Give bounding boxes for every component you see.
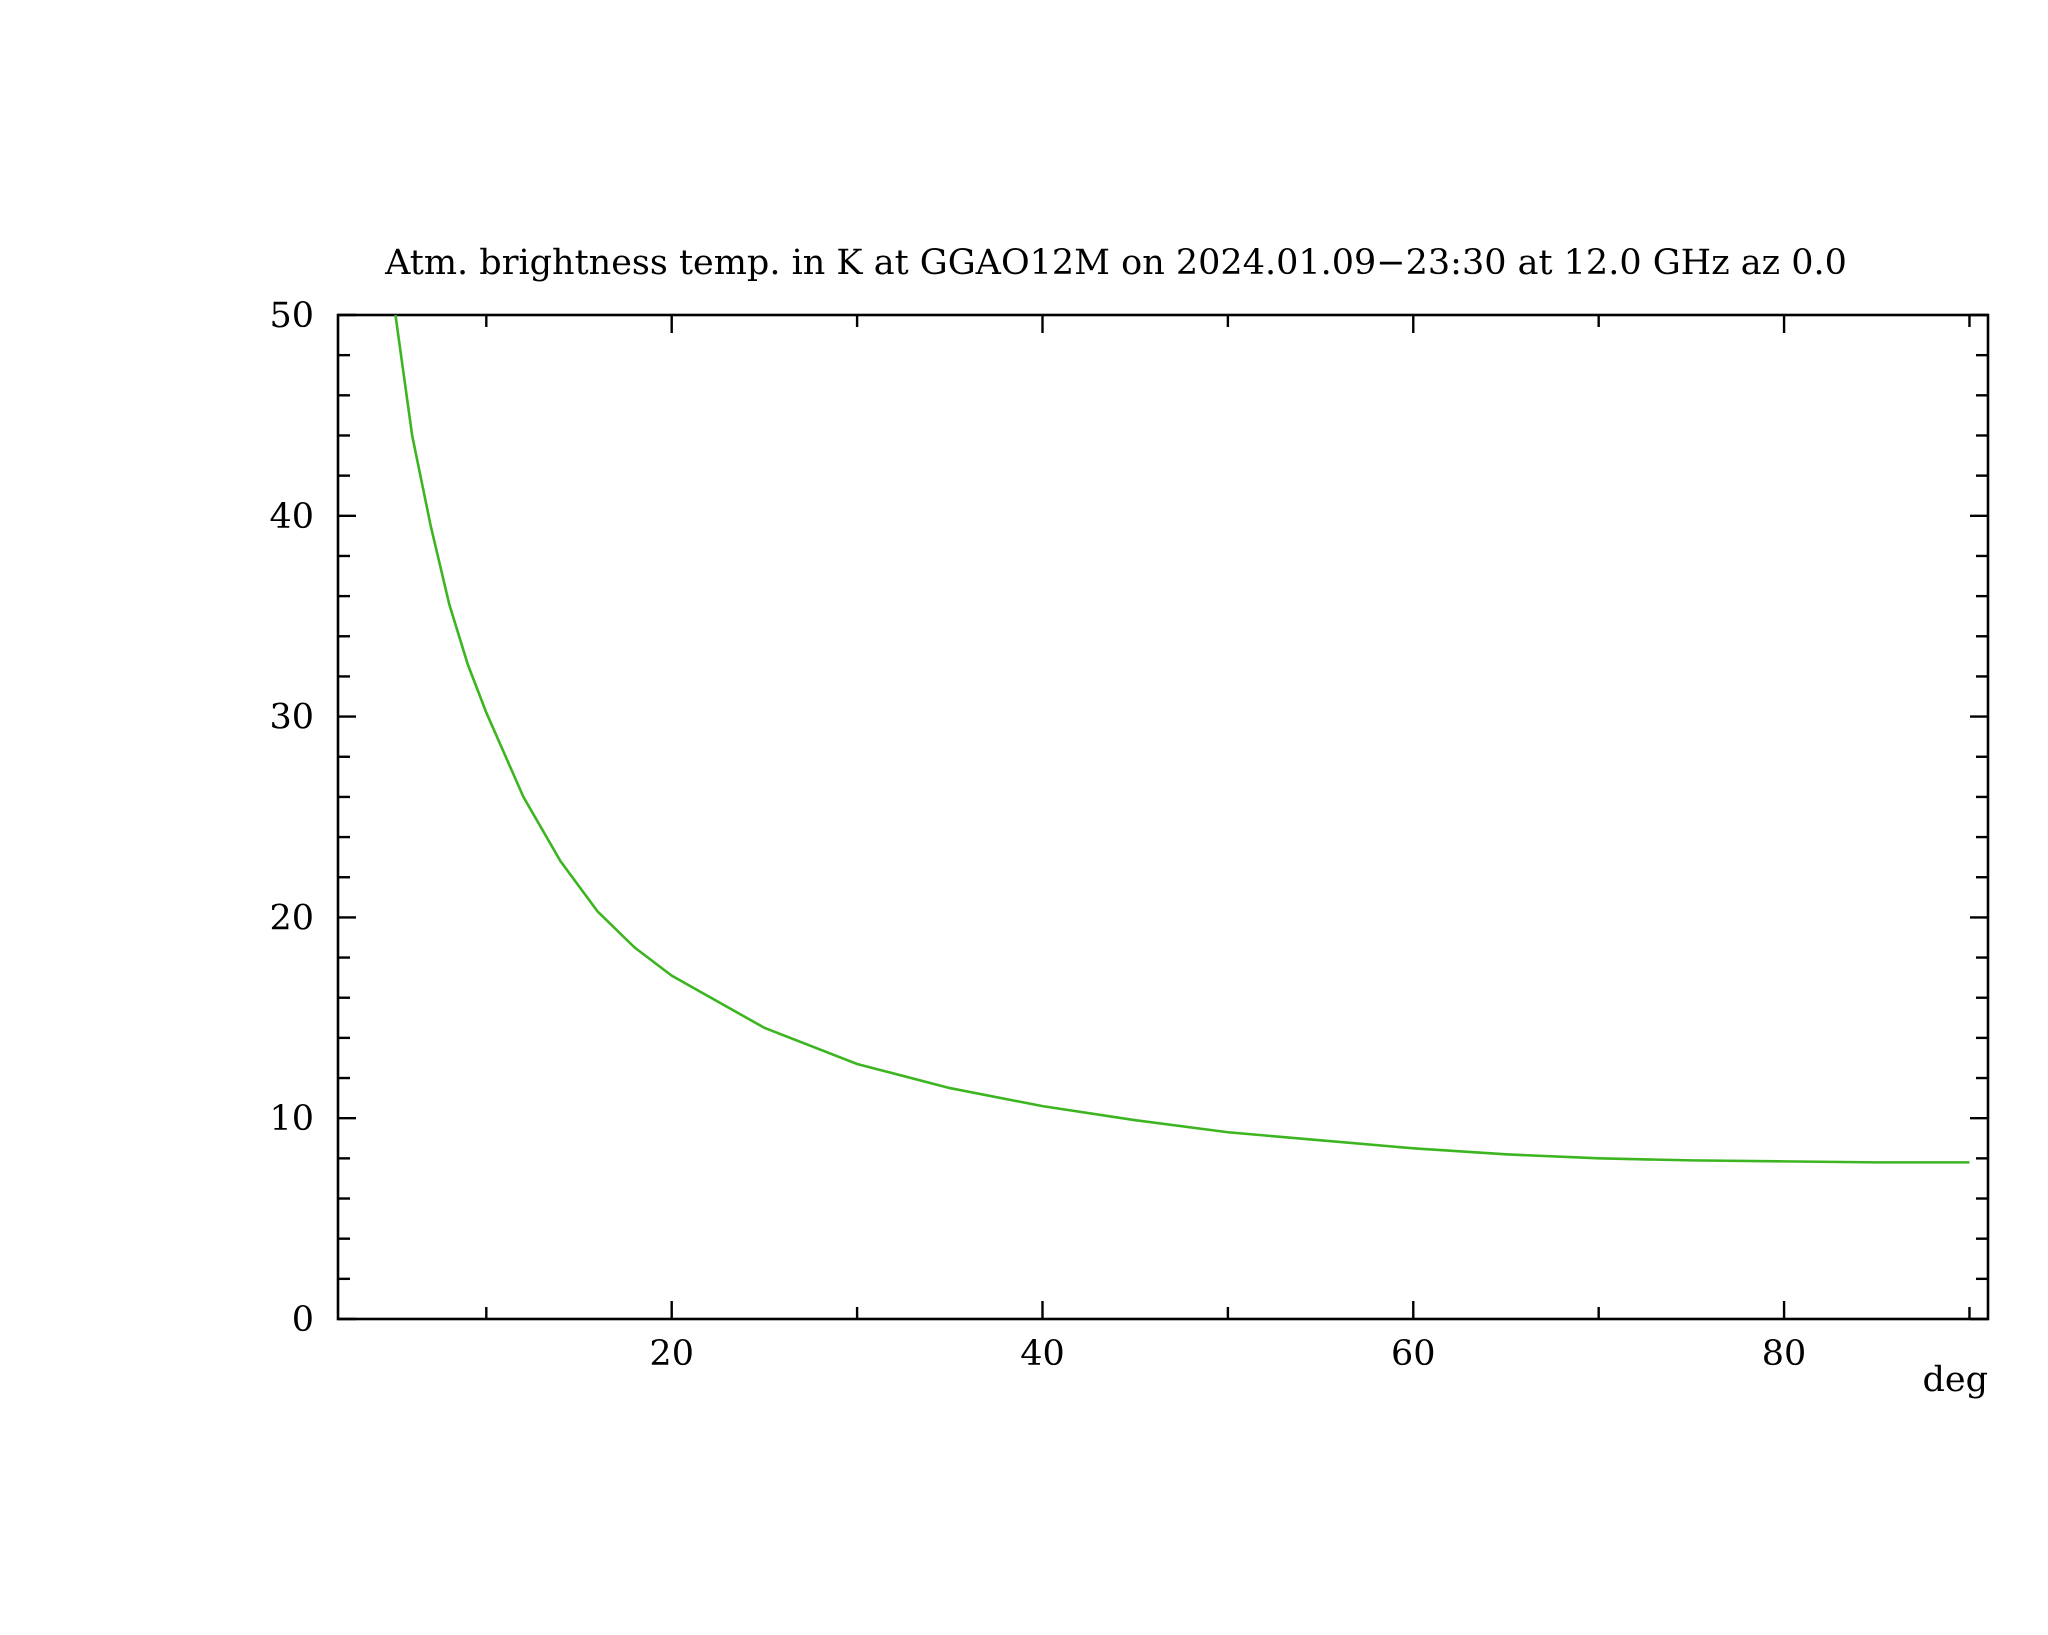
x-tick-label: 80 (1762, 1334, 1807, 1374)
x-tick-label: 60 (1391, 1334, 1436, 1374)
x-axis-label: deg (1922, 1360, 1988, 1400)
y-tick-label: 0 (292, 1300, 314, 1340)
x-tick-label: 40 (1020, 1334, 1065, 1374)
chart-title: Atm. brightness temp. in K at GGAO12M on… (384, 243, 1847, 283)
y-tick-label: 40 (269, 497, 314, 537)
data-line (394, 314, 1970, 1164)
y-tick-label: 20 (269, 898, 314, 938)
y-tick-label: 10 (269, 1099, 314, 1139)
plot-frame (336, 313, 1990, 1321)
y-tick-label: 50 (269, 296, 314, 336)
y-tick-label: 30 (269, 698, 314, 738)
x-tick-label: 20 (649, 1334, 694, 1374)
